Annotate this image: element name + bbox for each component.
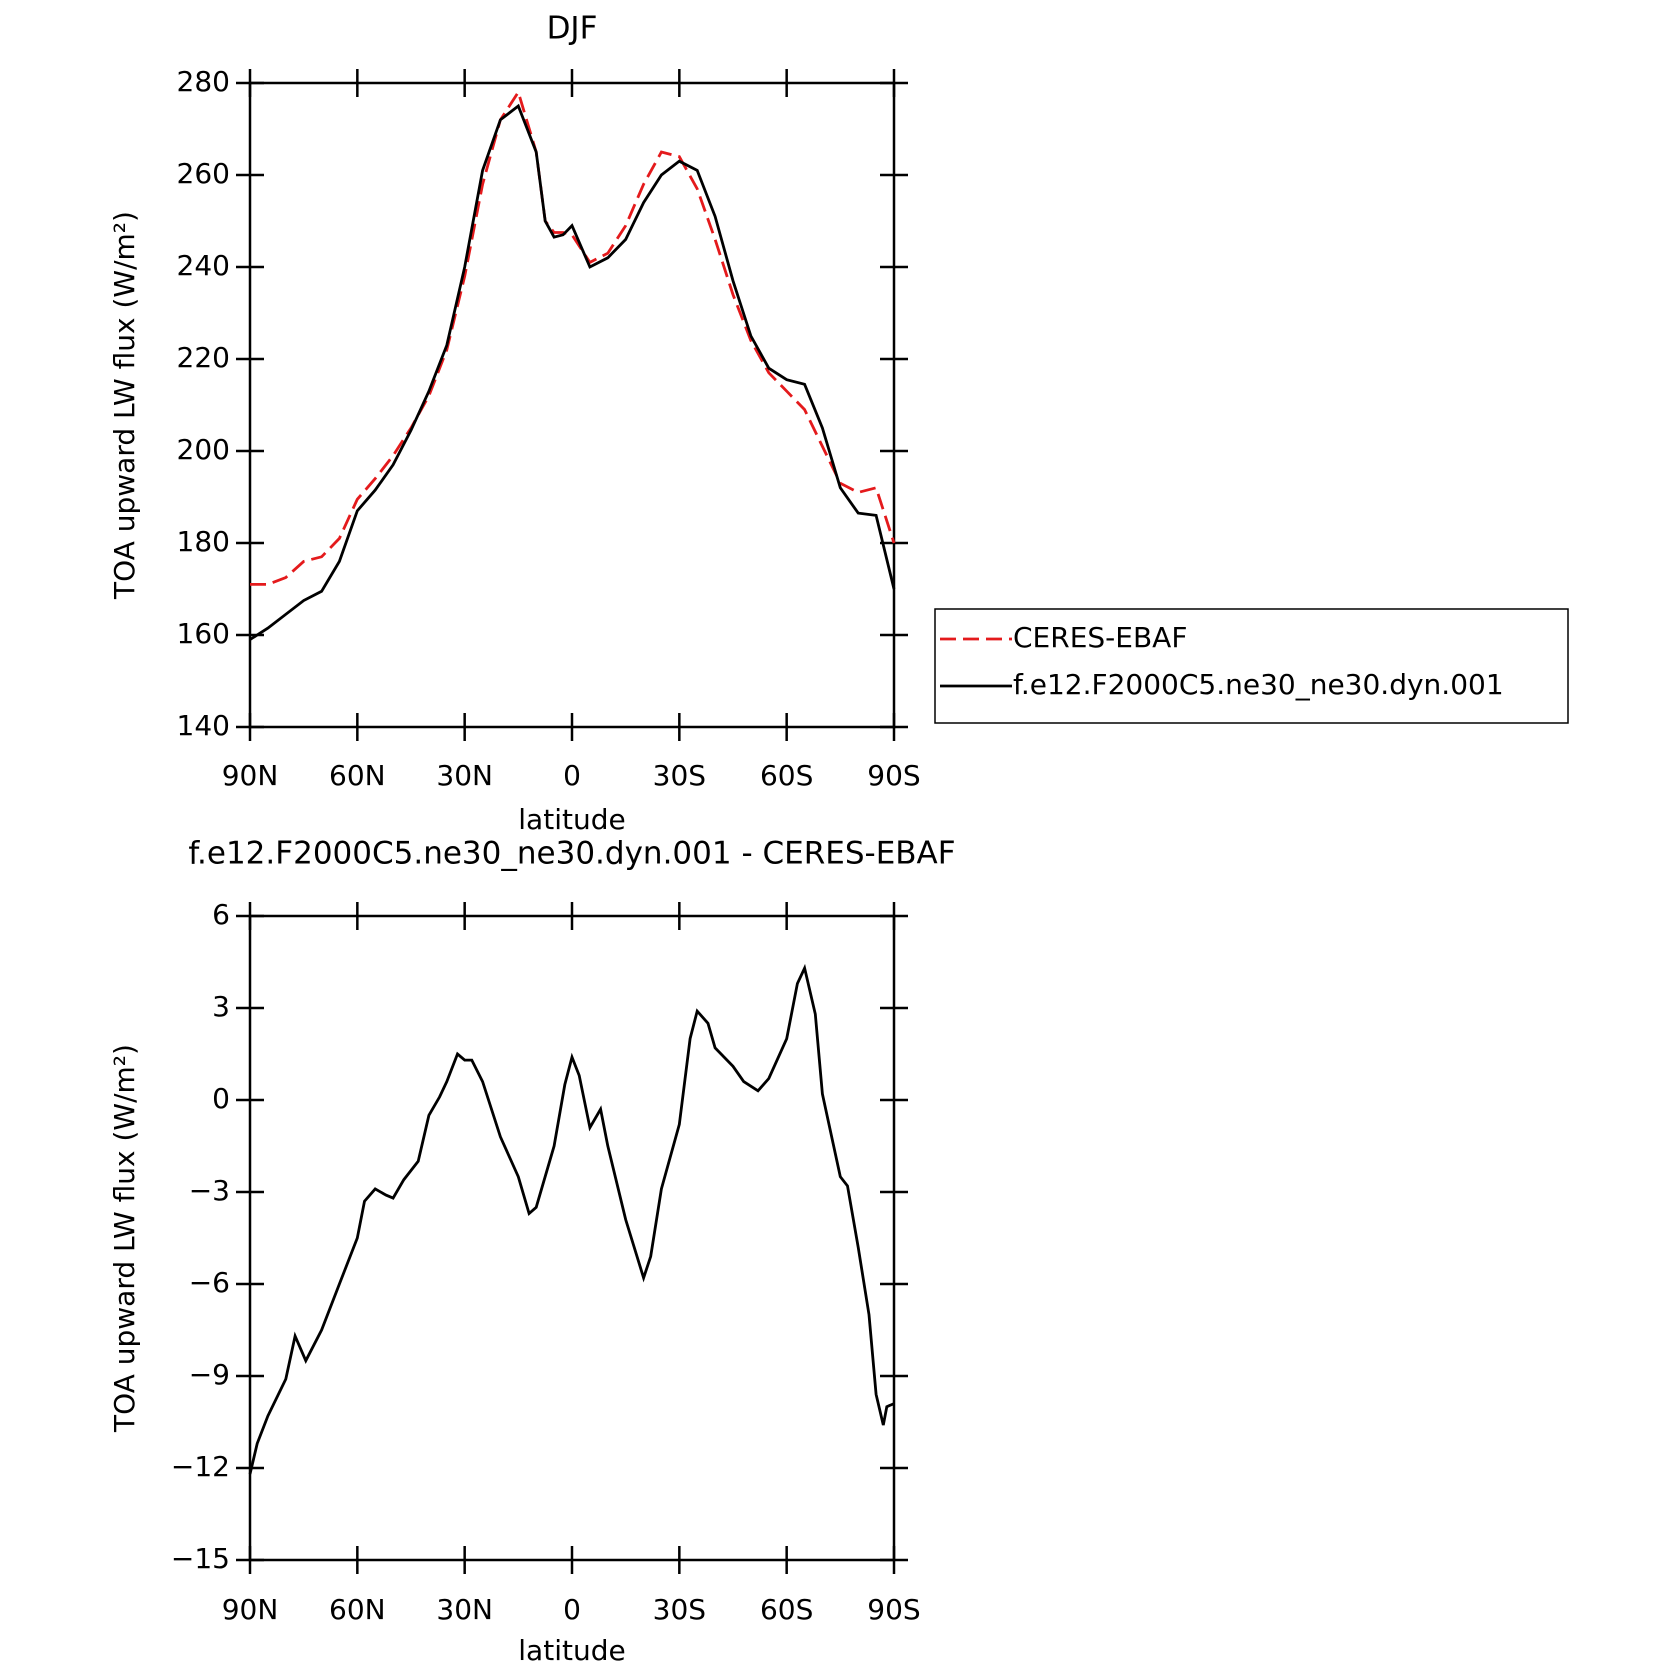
y-tick-label: 3	[212, 990, 230, 1023]
plot-frame	[248, 914, 896, 1562]
x-tick-label: 90N	[222, 1593, 279, 1626]
x-tick-label: 0	[563, 759, 581, 792]
y-tick-label: −6	[189, 1266, 230, 1299]
y-tick-label: −12	[171, 1450, 230, 1483]
y-tick-label: −9	[189, 1358, 230, 1391]
chart-title: DJF	[547, 11, 598, 47]
y-axis-label: TOA upward LW flux (W/m²)	[108, 1044, 141, 1433]
plot-frame	[248, 81, 896, 729]
y-tick-label: 240	[177, 249, 230, 282]
x-tick-label: 60N	[329, 759, 386, 792]
data-line	[250, 88, 896, 586]
y-tick-label: 180	[177, 525, 230, 558]
y-tick-label: 160	[177, 617, 230, 650]
data-line	[249, 103, 896, 641]
y-tick-label: −15	[171, 1542, 230, 1575]
x-tick-label: 30N	[436, 759, 493, 792]
x-tick-label: 60N	[329, 1593, 386, 1626]
x-axis-label: latitude	[518, 1634, 625, 1663]
x-tick-label: 0	[563, 1593, 581, 1626]
legend-box	[934, 608, 1569, 724]
x-tick-label: 30S	[653, 759, 706, 792]
x-tick-label: 90S	[867, 759, 920, 792]
y-tick-label: 140	[177, 709, 230, 742]
x-tick-label: 30S	[653, 1593, 706, 1626]
y-tick-label: −3	[189, 1174, 230, 1207]
y-axis-label: TOA upward LW flux (W/m²)	[108, 211, 141, 600]
x-tick-label: 30N	[436, 1593, 493, 1626]
legend-label: f.e12.F2000C5.ne30_ne30.dyn.001	[1013, 668, 1504, 701]
y-tick-label: 280	[177, 65, 230, 98]
x-axis-label: latitude	[518, 803, 625, 836]
y-tick-label: 220	[177, 341, 230, 374]
y-tick-label: 260	[177, 157, 230, 190]
y-tick-label: 6	[212, 898, 230, 931]
y-tick-label: 0	[212, 1082, 230, 1115]
legend-label: CERES-EBAF	[1013, 621, 1187, 654]
data-line	[248, 963, 895, 1475]
x-tick-label: 60S	[760, 1593, 813, 1626]
x-tick-label: 60S	[760, 759, 813, 792]
y-tick-label: 200	[177, 433, 230, 466]
x-tick-label: 90S	[867, 1593, 920, 1626]
x-tick-label: 90N	[222, 759, 279, 792]
chart-title: f.e12.F2000C5.ne30_ne30.dyn.001 - CERES-…	[188, 836, 955, 872]
